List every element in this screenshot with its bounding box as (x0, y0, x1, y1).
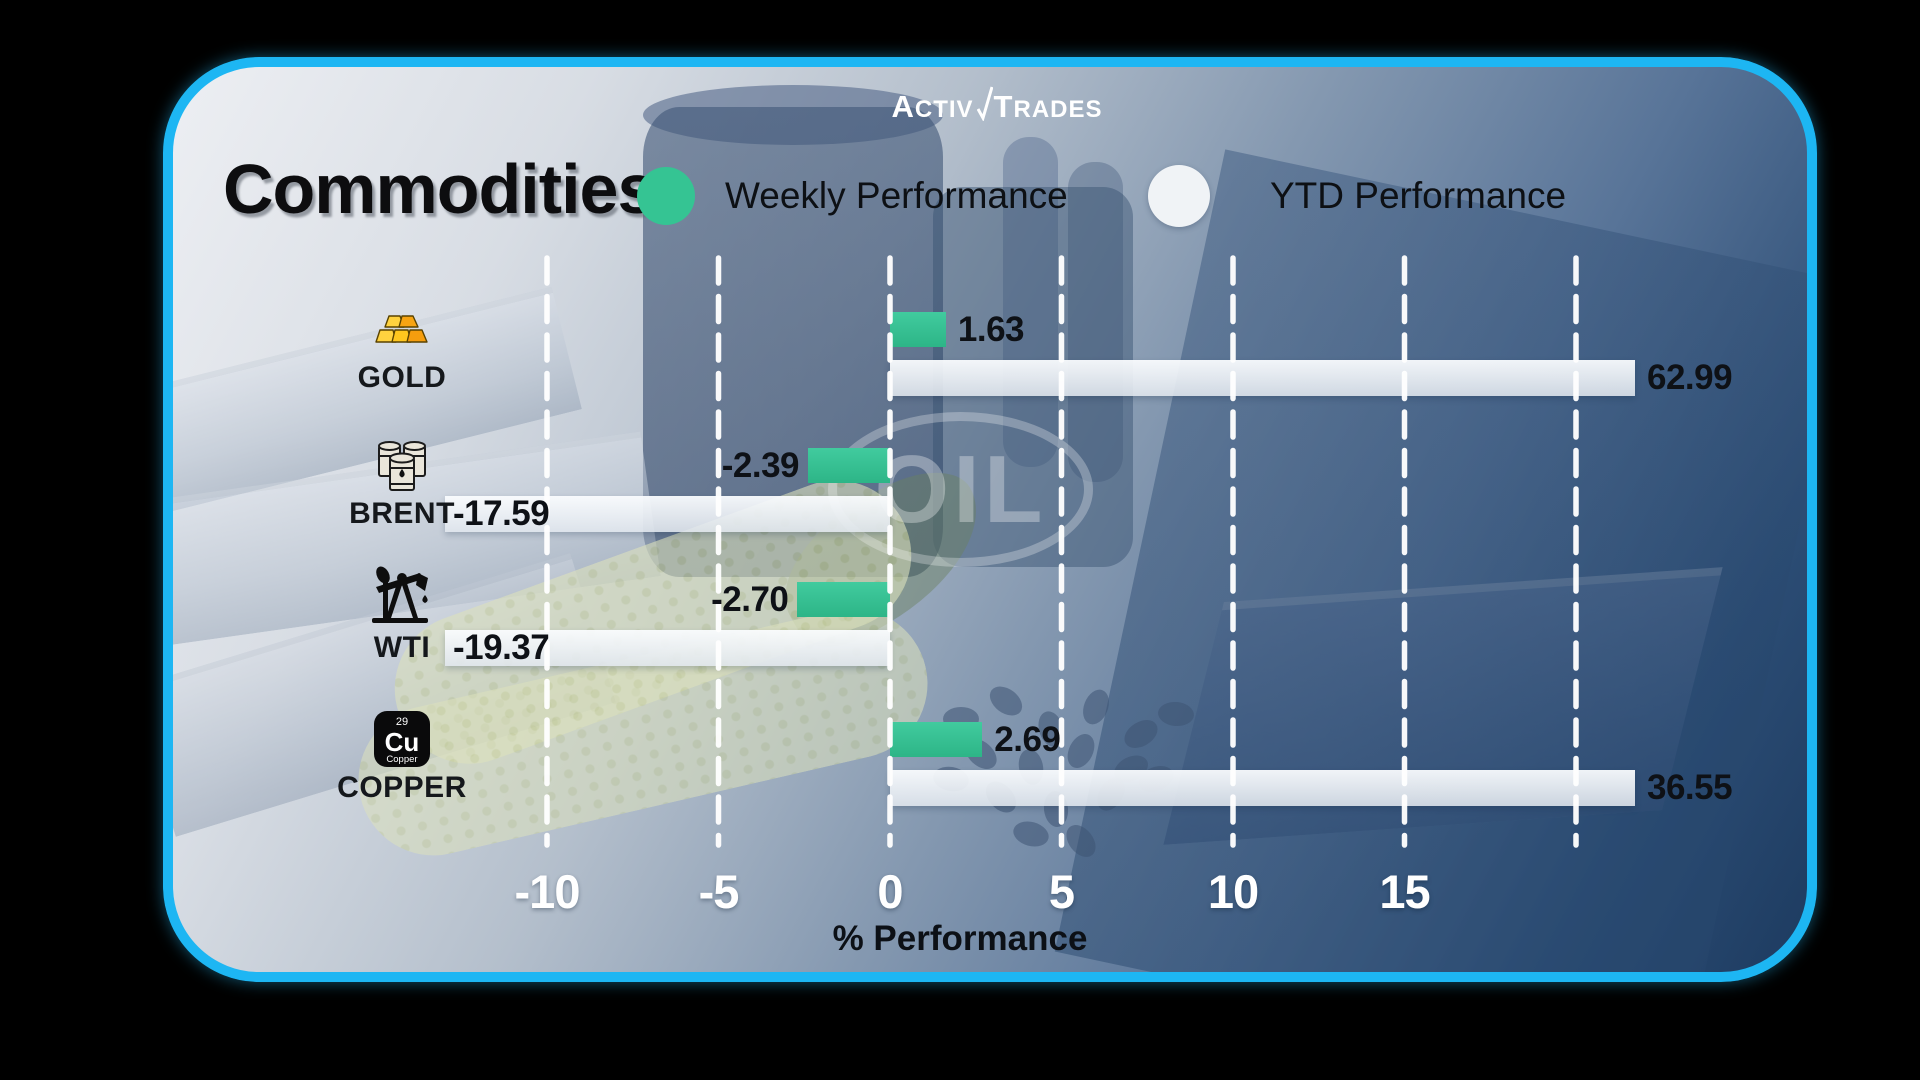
weekly-bar (808, 448, 890, 483)
category-label-gold: GOLD (357, 361, 447, 394)
gold-bars-icon (375, 315, 428, 343)
ytd-bar (890, 770, 1635, 806)
brand-check-icon (976, 85, 993, 126)
x-tick-label-5: 5 (1048, 865, 1075, 918)
brand-logo: ACTIV TRADES (797, 85, 1197, 126)
gold-bar-art (173, 286, 582, 514)
x-tick-label--10: -10 (514, 865, 581, 918)
x-tick-label--5: -5 (698, 865, 740, 918)
copper-pipe-art (1068, 162, 1123, 482)
category-label-wti: WTI (373, 631, 431, 664)
coffee-bean-art (1010, 817, 1052, 851)
coffee-bean-art (1078, 685, 1114, 729)
ytd-value-label: 36.55 (1647, 768, 1733, 807)
coffee-bean-art (1062, 729, 1100, 773)
coffee-bean-art (1119, 714, 1163, 754)
x-tick-label-15: 15 (1379, 865, 1430, 918)
copper-element-name: Copper (386, 754, 417, 765)
chart-title: Commodities (223, 150, 656, 228)
weekly-bar (797, 582, 890, 617)
copper-element-icon: 29 Cu Copper (374, 711, 430, 767)
brand-logo-trades: TRADES (993, 89, 1103, 124)
legend-weekly-swatch (637, 167, 695, 225)
legend-ytd-label: YTD Performance (1270, 175, 1567, 216)
oil-watermark-text: OIL (874, 435, 1047, 543)
copper-symbol: Cu (385, 727, 420, 757)
weekly-value-label: 1.63 (957, 309, 1025, 349)
legend-weekly-label: Weekly Performance (725, 175, 1068, 216)
infographic-panel: OIL ACTIV TRADES Commodities Weekly Perfo… (163, 57, 1817, 982)
pumpjack-icon (372, 566, 428, 623)
metal-slab-art (1054, 149, 1807, 972)
coffee-bean-art (1060, 819, 1102, 863)
coffee-bean-art (984, 680, 1028, 722)
ytd-value-label: -17.59 (453, 494, 550, 533)
legend-ytd-swatch (1148, 165, 1210, 227)
x-tick-label-10: 10 (1207, 865, 1259, 918)
oil-barrels-icon (378, 441, 426, 491)
weekly-value-label: -2.70 (711, 579, 789, 619)
ytd-value-label: -19.37 (453, 628, 550, 667)
x-tick-label-0: 0 (877, 865, 903, 918)
oil-barrel-label-art: OIL (828, 412, 1093, 567)
category-label-brent: BRENT (349, 497, 455, 530)
weekly-value-label: -2.39 (721, 445, 800, 485)
brand-logo-activ: ACTIV (891, 89, 974, 124)
weekly-bar (890, 312, 946, 347)
weekly-bar (890, 722, 983, 757)
weekly-value-label: 2.69 (994, 719, 1061, 759)
ytd-bar (890, 360, 1635, 396)
category-label-copper: COPPER (337, 771, 467, 804)
coffee-bean-art (1157, 700, 1195, 728)
x-axis-title: % Performance (832, 919, 1088, 958)
ytd-value-label: 62.99 (1647, 358, 1733, 397)
